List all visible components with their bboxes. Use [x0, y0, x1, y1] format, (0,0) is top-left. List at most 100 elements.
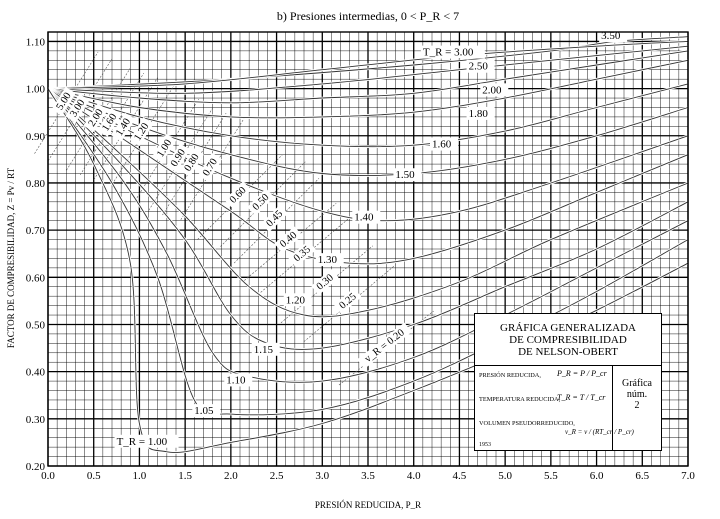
volume-label-bg [224, 181, 252, 209]
isotherm-curve-12 [47, 88, 689, 416]
info-box-definitions: PRESIÓN REDUCIDA, P_R = P / P_cr TEMPERA… [475, 366, 634, 450]
isotherm-label-bg [466, 59, 495, 73]
y-tick-label: 0.50 [26, 319, 46, 331]
volume-label-bg [274, 226, 303, 253]
x-tick-label: 0.0 [41, 470, 55, 482]
y-tick-label: 0.60 [26, 272, 46, 284]
volume-label-bg [83, 103, 108, 133]
volume-label-bg [260, 205, 289, 233]
isotherm-curve-2 [47, 45, 689, 94]
isotherm-label-bg [251, 342, 280, 356]
isotherm-label-bg [283, 293, 312, 307]
chart-number-line: Gráfica [622, 378, 652, 389]
isotherm-curve-4 [47, 59, 689, 119]
isotherm-label-bg [352, 210, 381, 224]
volume-label-bg [311, 269, 339, 296]
isotherm-label: 2.50 [469, 61, 489, 73]
x-tick-label: 4.0 [407, 470, 421, 482]
isotherm-label-bg [466, 106, 495, 120]
isotherm-curve-11 [47, 88, 689, 383]
plot-frame [47, 31, 689, 467]
chart-title: b) Presiones intermedias, 0 < P_R < 7 [277, 9, 459, 23]
definition-row: TEMPERATURA REDUCIDA, [479, 396, 560, 403]
isotherm-curve-10 [47, 88, 689, 350]
isotherm-label-bg [114, 434, 179, 448]
info-box-year: 1953 [479, 442, 491, 448]
isotherm-label-bg [420, 45, 485, 59]
isotherm-label-bg [480, 83, 509, 97]
isotherm-label: 1.80 [469, 108, 489, 120]
y-tick-label: 0.70 [26, 225, 46, 237]
y-tick-label: 0.90 [26, 131, 46, 143]
isotherm-label: 3.50 [601, 30, 621, 42]
volume-label-bg [97, 108, 122, 137]
definition-formula: T_R = T / T_cr [557, 393, 606, 402]
volume-label-group: 0.35 [288, 240, 317, 267]
isotherm-curve-3 [47, 50, 689, 104]
isotherm-label-bg [393, 168, 422, 182]
chart-number-line: 2 [634, 400, 640, 411]
y-tick-label: 0.40 [26, 367, 46, 379]
info-box-title: GRÁFICA GENERALIZADA DE COMPRESIBILIDAD … [475, 314, 661, 366]
isotherm-curve-1 [47, 40, 689, 90]
isotherm-label: 1.20 [286, 294, 306, 306]
isotherm-label-bg [224, 373, 253, 387]
isotherm-label: 2.00 [482, 84, 502, 96]
volume-label-group: 0.30 [311, 269, 339, 296]
volume-label-bg [65, 93, 90, 123]
y-tick-label: 1.10 [26, 36, 46, 48]
volume-label-bg [197, 152, 223, 182]
definition-formula: v_R = v / (RT_cr / P_cr) [565, 428, 634, 436]
y-tick-label: 1.00 [26, 84, 46, 96]
x-tick-label: 5.0 [498, 470, 512, 482]
isotherm-label: 1.10 [226, 374, 246, 386]
definition-name: PRESIÓN REDUCIDA, [479, 372, 541, 379]
volume-label-bg [165, 143, 191, 173]
isotherm-curve-9 [47, 88, 689, 318]
x-tick-label: 1.0 [133, 470, 147, 482]
volume-label-group: 0.25 [333, 287, 362, 315]
isotherm-label-bg [430, 137, 458, 151]
x-tick-label: 2.0 [224, 470, 238, 482]
chart-number-line: núm. [626, 389, 648, 400]
isotherm-label: T_R = 1.00 [117, 436, 168, 448]
isotherm-label: T_R = 3.00 [423, 47, 474, 59]
axes: 0.0 0.5 1.0 1.5 2.0 2.5 3.0 3.5 4.0 4.5 5.0 5.5 6.0 6… [26, 31, 695, 482]
info-title-line: DE NELSON-OBERT [518, 346, 618, 358]
volume-label-bg [333, 287, 362, 315]
definition-formula: P_R = P / P_cr [557, 369, 607, 378]
x-tick-label: 7.0 [681, 470, 695, 482]
y-tick-label: 0.20 [26, 461, 46, 473]
isotherm-label: 1.05 [194, 405, 214, 417]
volume-label-bg [111, 112, 136, 142]
x-tick-label: 6.5 [635, 470, 649, 482]
y-axis-title: FACTOR DE COMPRESIBILIDAD, Z = Pv / RT [6, 167, 16, 348]
x-tick-label: 1.5 [178, 470, 192, 482]
isotherm-label: 1.30 [318, 254, 338, 266]
info-title-line: GRÁFICA GENERALIZADA [500, 322, 636, 334]
x-tick-label: 5.5 [544, 470, 558, 482]
isotherm-curve-5 [47, 83, 689, 148]
isotherm-label: 1.60 [432, 139, 452, 151]
definition-row: PRESIÓN REDUCIDA, [479, 372, 541, 379]
definition-name: TEMPERATURA REDUCIDA, [479, 396, 561, 403]
volume-label-bg [357, 322, 412, 369]
isotherm-label-bg [192, 404, 221, 418]
isotherm-curve-8 [47, 88, 689, 265]
chart-info-box: GRÁFICA GENERALIZADA DE COMPRESIBILIDAD … [474, 313, 662, 451]
x-tick-label: 6.0 [590, 470, 604, 482]
x-tick-label: 2.5 [270, 470, 284, 482]
info-title-line: DE COMPRESIBILIDAD [509, 334, 627, 346]
x-tick-label: 4.5 [453, 470, 467, 482]
chart-number: Gráfica núm. 2 [613, 366, 661, 450]
volume-label-group: 0.45 [260, 205, 289, 233]
definition-row: VOLUMEN PSEUDORREDUCIDO, [479, 420, 575, 427]
x-axis-title: PRESIÓN REDUCIDA, P_R [315, 500, 421, 510]
y-tick-label: 0.30 [26, 414, 46, 426]
x-tick-label: 3.0 [315, 470, 329, 482]
x-tick-label: 0.5 [87, 470, 101, 482]
definition-name: VOLUMEN PSEUDORREDUCIDO, [479, 420, 575, 427]
y-tick-label: 0.80 [26, 178, 46, 190]
volume-label-bg [247, 188, 275, 216]
